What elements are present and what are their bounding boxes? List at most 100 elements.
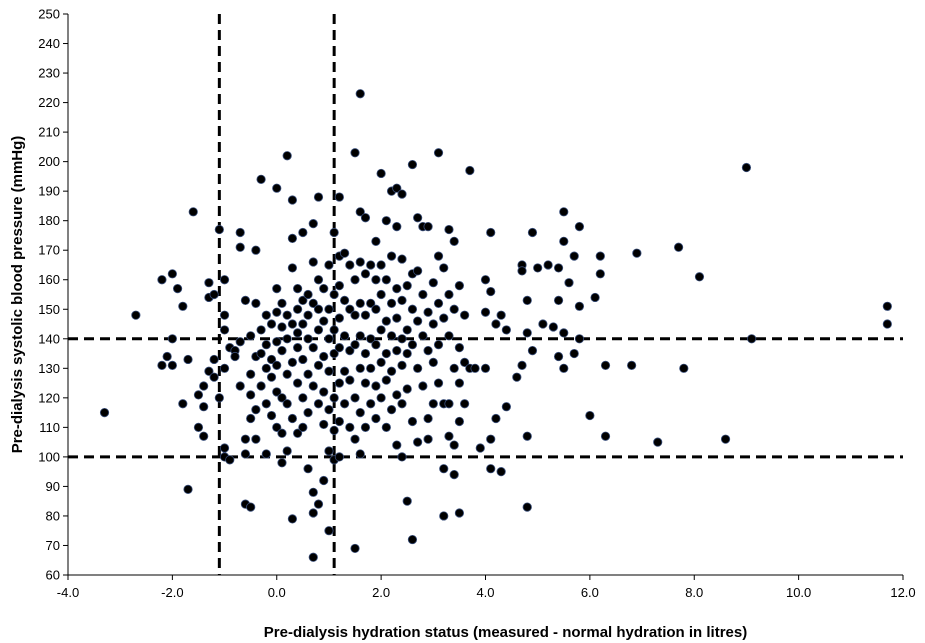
x-tick-label-8: 12.0 xyxy=(890,585,915,600)
y-tick-label-16: 220 xyxy=(38,95,60,110)
y-tick-label-14: 200 xyxy=(38,154,60,169)
data-point-29 xyxy=(219,325,230,335)
data-point-46 xyxy=(246,369,256,379)
data-point-133 xyxy=(324,260,334,270)
data-point-198 xyxy=(376,260,386,270)
data-point-237 xyxy=(407,340,418,350)
data-point-78 xyxy=(277,393,287,403)
data-point-163 xyxy=(345,375,355,385)
data-point-94 xyxy=(293,283,303,294)
data-point-154 xyxy=(334,452,344,462)
data-point-1 xyxy=(131,310,141,320)
data-point-282 xyxy=(454,508,465,518)
data-point-103 xyxy=(298,354,308,365)
data-point-339 xyxy=(673,242,684,252)
data-point-10 xyxy=(178,399,188,409)
data-point-327 xyxy=(574,221,585,232)
data-point-104 xyxy=(298,393,308,403)
data-point-293 xyxy=(486,227,496,238)
data-point-216 xyxy=(392,221,402,232)
y-tick-label-10: 160 xyxy=(38,272,60,287)
data-point-251 xyxy=(423,345,433,356)
data-point-62 xyxy=(261,399,271,409)
data-point-101 xyxy=(298,295,308,306)
data-point-212 xyxy=(386,331,397,341)
data-point-93 xyxy=(287,514,298,524)
data-point-74 xyxy=(272,422,282,432)
data-point-186 xyxy=(366,260,376,270)
data-point-222 xyxy=(397,189,407,199)
data-point-171 xyxy=(350,543,360,554)
data-point-180 xyxy=(360,213,371,223)
data-point-289 xyxy=(475,443,485,453)
data-point-3 xyxy=(157,360,167,370)
data-point-266 xyxy=(439,464,449,474)
data-point-33 xyxy=(225,455,235,465)
data-point-99 xyxy=(293,428,303,438)
data-point-345 xyxy=(882,301,892,311)
data-point-75 xyxy=(277,298,287,308)
data-point-240 xyxy=(413,213,423,223)
data-point-205 xyxy=(381,316,391,326)
data-point-302 xyxy=(501,402,511,412)
data-point-40 xyxy=(235,381,245,391)
data-point-145 xyxy=(329,425,339,435)
data-point-208 xyxy=(381,422,391,432)
data-point-291 xyxy=(480,307,491,317)
data-point-100 xyxy=(298,227,308,238)
data-point-165 xyxy=(350,148,360,158)
data-point-130 xyxy=(319,387,329,397)
data-point-218 xyxy=(392,313,402,323)
data-point-178 xyxy=(355,408,365,418)
data-point-256 xyxy=(428,357,438,368)
data-point-276 xyxy=(449,440,459,450)
data-point-31 xyxy=(219,443,230,453)
data-point-16 xyxy=(199,381,209,391)
data-point-173 xyxy=(355,207,365,217)
data-point-125 xyxy=(313,399,324,409)
y-tick-label-15: 210 xyxy=(38,125,60,140)
data-point-316 xyxy=(548,322,558,332)
data-point-243 xyxy=(413,363,423,373)
data-point-24 xyxy=(209,372,219,382)
data-point-301 xyxy=(501,325,511,335)
data-point-107 xyxy=(303,310,313,320)
data-point-81 xyxy=(282,151,292,161)
y-axis-title: Pre-dialysis systolic blood pressure (mm… xyxy=(9,136,26,454)
data-point-141 xyxy=(329,289,339,300)
data-point-320 xyxy=(559,207,569,217)
data-point-118 xyxy=(308,508,318,518)
data-point-281 xyxy=(454,416,465,427)
data-point-195 xyxy=(371,381,381,391)
y-tick-label-13: 190 xyxy=(38,184,60,199)
data-point-332 xyxy=(595,251,605,261)
data-point-150 xyxy=(334,313,344,323)
data-point-229 xyxy=(402,281,412,291)
data-point-211 xyxy=(386,298,397,308)
data-point-342 xyxy=(720,434,731,444)
x-tick-label-2: 0.0 xyxy=(268,585,286,600)
data-point-161 xyxy=(345,304,355,314)
data-point-138 xyxy=(324,446,334,456)
data-point-157 xyxy=(339,331,350,341)
data-point-203 xyxy=(381,216,391,226)
data-point-204 xyxy=(381,275,391,285)
data-point-56 xyxy=(256,325,266,335)
data-point-39 xyxy=(235,337,245,347)
data-point-313 xyxy=(533,263,543,273)
data-point-59 xyxy=(261,310,271,320)
data-point-136 xyxy=(324,366,334,376)
data-point-300 xyxy=(496,467,506,477)
data-point-45 xyxy=(246,331,256,341)
data-point-19 xyxy=(204,278,214,288)
data-point-268 xyxy=(444,224,454,235)
data-point-115 xyxy=(308,343,318,353)
y-axis-ticks: 60 70 80 90 100 110 120 130 140 150 160 170 180 190 20… xyxy=(38,7,68,583)
data-point-206 xyxy=(381,348,391,359)
data-point-132 xyxy=(319,475,329,486)
data-point-305 xyxy=(517,266,527,276)
data-point-11 xyxy=(183,484,193,494)
y-tick-label-7: 130 xyxy=(38,361,60,376)
data-point-183 xyxy=(360,348,371,359)
data-point-73 xyxy=(272,387,282,397)
